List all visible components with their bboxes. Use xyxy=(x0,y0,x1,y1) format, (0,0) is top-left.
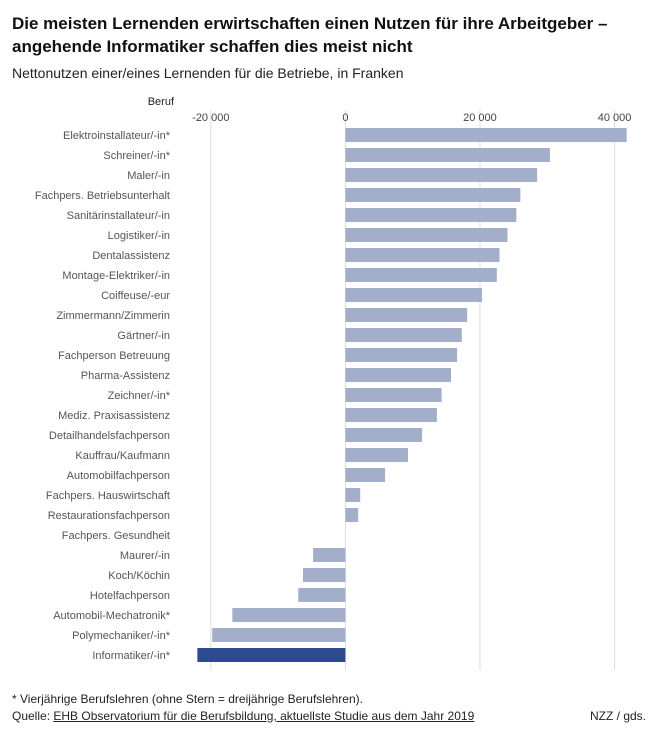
source-line: Quelle: EHB Observatorium für die Berufs… xyxy=(12,708,474,724)
category-label: Gärtner/-in xyxy=(117,330,170,342)
category-label: Fachperson Betreuung xyxy=(58,350,170,362)
category-label: Fachpers. Betriebsunterhalt xyxy=(35,190,170,202)
x-tick-label: -20 000 xyxy=(192,112,229,124)
category-label: Logistiker/-in xyxy=(108,230,170,242)
bar xyxy=(212,628,346,642)
category-label: Koch/Köchin xyxy=(108,570,170,582)
bar xyxy=(345,428,423,442)
bar xyxy=(345,148,550,162)
bar xyxy=(345,188,521,202)
category-label: Dentalassistenz xyxy=(92,250,170,262)
x-tick-label: 40 000 xyxy=(598,112,632,124)
bar xyxy=(345,248,500,262)
bar xyxy=(345,488,361,502)
bar xyxy=(303,568,346,582)
bar xyxy=(345,128,627,142)
category-label: Automobilfachperson xyxy=(67,470,170,482)
bar xyxy=(345,328,462,342)
category-label: Schreiner/-in* xyxy=(103,150,170,162)
category-label: Coiffeuse/-eur xyxy=(101,290,170,302)
bar xyxy=(345,388,442,402)
category-label: Detailhandelsfachperson xyxy=(49,430,170,442)
source-prefix: Quelle: xyxy=(12,709,54,723)
category-label: Automobil-Mechatronik* xyxy=(53,610,170,622)
bar xyxy=(197,648,346,662)
category-label: Hotelfachperson xyxy=(90,590,170,602)
credit: NZZ / gds. xyxy=(589,709,646,723)
bar xyxy=(345,448,408,462)
bar xyxy=(345,268,497,282)
bar xyxy=(345,368,452,382)
x-axis-ticks: -20 000 0 20 000 40 000 xyxy=(192,112,631,124)
bar xyxy=(232,608,346,622)
bar xyxy=(345,468,386,482)
bar-chart: -20 000 0 20 000 40 000 Beruf Elektroinstal… xyxy=(35,96,631,670)
category-label: Polymechaniker/-in* xyxy=(72,630,171,642)
bar xyxy=(345,228,508,242)
category-label: Kauffrau/Kaufmann xyxy=(75,450,170,462)
bar xyxy=(345,508,359,522)
bar xyxy=(345,208,517,222)
gridlines xyxy=(210,110,616,670)
category-label: Maurer/-in xyxy=(120,550,170,562)
bar xyxy=(345,348,458,362)
category-axis-header: Beruf xyxy=(148,96,175,108)
source-link[interactable]: EHB Observatorium für die Berufsbildung,… xyxy=(53,709,475,723)
x-tick-label: 20 000 xyxy=(463,112,497,124)
category-label: Zimmermann/Zimmerin xyxy=(56,310,170,322)
category-label: Maler/-in xyxy=(127,170,170,182)
bar xyxy=(345,168,538,182)
bar xyxy=(345,288,482,302)
x-tick-label: 0 xyxy=(342,112,348,124)
category-label: Pharma-Assistenz xyxy=(81,370,170,382)
chart-title: Die meisten Lernenden erwirtschaften ein… xyxy=(12,14,608,56)
category-labels: Elektroinstallateur/-in* Schreiner/-in* Ma… xyxy=(35,130,171,662)
category-label: Fachpers. Gesundheit xyxy=(62,530,170,542)
category-label: Zeichner/-in* xyxy=(108,390,171,402)
bars xyxy=(197,128,627,662)
category-label: Informatiker/-in* xyxy=(92,650,170,662)
category-label: Fachpers. Hauswirtschaft xyxy=(46,490,170,502)
bar xyxy=(298,588,346,602)
category-label: Restaurationsfachperson xyxy=(48,510,170,522)
category-label: Elektroinstallateur/-in* xyxy=(63,130,171,142)
bar xyxy=(345,408,437,422)
category-label: Mediz. Praxisassistenz xyxy=(58,410,170,422)
bar xyxy=(313,548,346,562)
category-label: Montage-Elektriker/-in xyxy=(62,270,170,282)
bar xyxy=(345,308,468,322)
category-label: Sanitärinstallateur/-in xyxy=(67,210,170,222)
chart-subtitle: Nettonutzen einer/eines Lernenden für di… xyxy=(12,65,404,81)
footnote: * Vierjährige Berufslehren (ohne Stern =… xyxy=(12,692,363,706)
